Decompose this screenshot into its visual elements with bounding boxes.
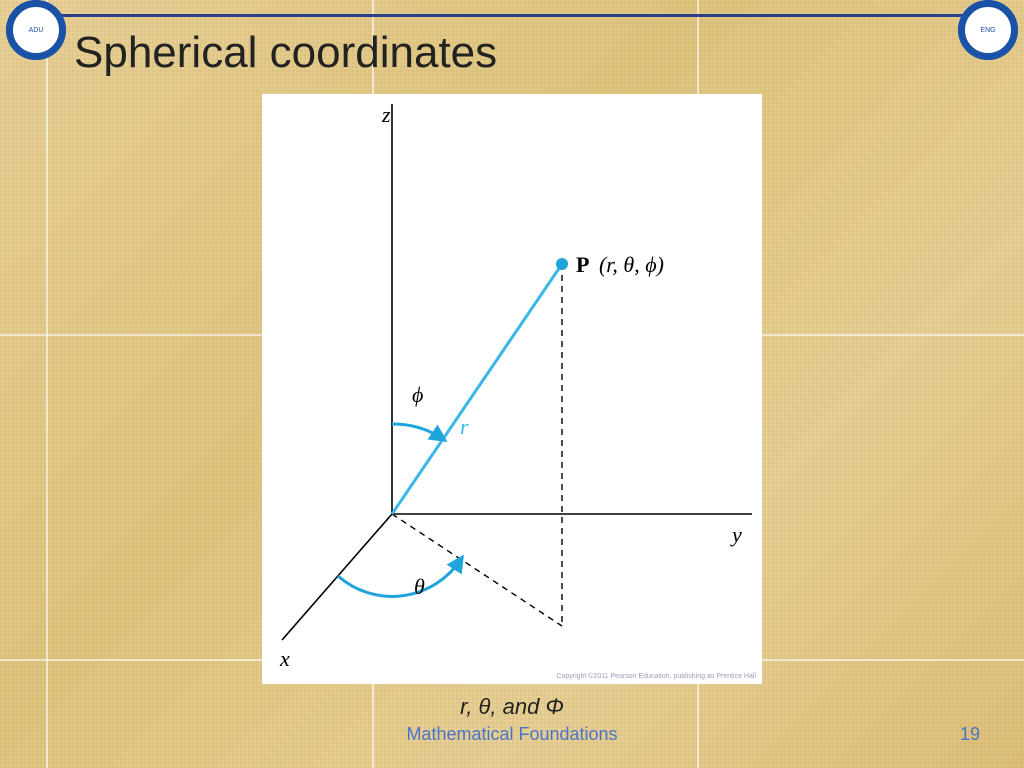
x-label: x [279, 646, 290, 671]
dashed-radial-projection [392, 514, 562, 626]
logo-left-label: ADU [9, 3, 63, 57]
figure-copyright: Copyright ©2011 Pearson Education, publi… [556, 673, 756, 680]
point-p [556, 258, 568, 270]
r-label: r [460, 414, 469, 439]
phi-angle-arc [392, 424, 443, 439]
footer-title: Mathematical Foundations [0, 724, 1024, 745]
figure-caption: r, θ, and Φ [0, 694, 1024, 720]
page-number: 19 [960, 724, 980, 745]
logo-right-label: ENG [961, 3, 1015, 57]
slide-title: Spherical coordinates [74, 28, 497, 78]
point-p-label: P (r, θ, ϕ) [576, 252, 664, 277]
university-logo-right: ENG [958, 0, 1018, 60]
x-axis [282, 514, 392, 640]
theta-angle-arc [338, 559, 461, 596]
z-label: z [381, 102, 391, 127]
header-rule [52, 14, 972, 17]
theta-label: θ [414, 574, 425, 599]
university-logo-left: ADU [6, 0, 66, 60]
phi-label: ϕ [412, 382, 423, 407]
spherical-coordinates-diagram: z y x r ϕ θ P (r, θ, ϕ) [262, 94, 762, 684]
y-label: y [730, 522, 742, 547]
diagram-figure: z y x r ϕ θ P (r, θ, ϕ) Copyright ©2011 … [262, 94, 762, 684]
